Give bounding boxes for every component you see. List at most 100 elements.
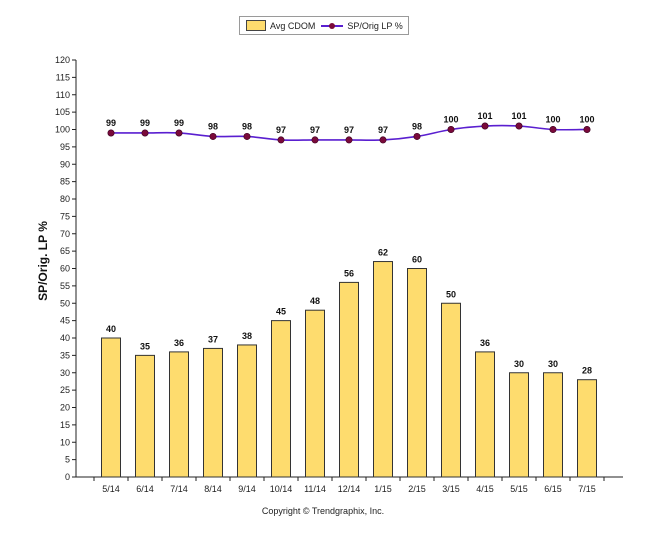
y-tick-label: 70	[60, 229, 70, 239]
legend-bar-swatch	[246, 20, 266, 31]
y-tick-label: 0	[65, 472, 70, 482]
line-data-label: 98	[208, 121, 218, 131]
x-tick-label: 5/14	[102, 484, 120, 494]
y-tick-label: 55	[60, 281, 70, 291]
line-point	[175, 129, 183, 137]
bar	[135, 354, 155, 478]
line-data-label: 97	[310, 125, 320, 135]
x-tick-label: 6/14	[136, 484, 154, 494]
x-tick-label: 6/15	[544, 484, 562, 494]
bar-data-label: 60	[412, 255, 422, 265]
x-tick-label: 3/15	[442, 484, 460, 494]
bar	[339, 281, 359, 478]
bar-data-label: 36	[480, 338, 490, 348]
y-tick-label: 10	[60, 437, 70, 447]
line-point	[345, 136, 353, 144]
line-point	[413, 132, 421, 140]
line-point	[549, 126, 557, 134]
bar	[203, 347, 223, 478]
line-data-label: 97	[378, 125, 388, 135]
line-data-label: 97	[276, 125, 286, 135]
line-point	[515, 122, 523, 130]
bar-data-label: 28	[582, 366, 592, 376]
y-tick-label: 30	[60, 368, 70, 378]
line-point	[277, 136, 285, 144]
bar-data-label: 45	[276, 307, 286, 317]
y-tick-label: 40	[60, 333, 70, 343]
bar	[237, 344, 257, 478]
line-point	[447, 126, 455, 134]
x-tick-label: 4/15	[476, 484, 494, 494]
y-axis-label: SP/Orig. LP %	[36, 221, 50, 301]
y-tick-label: 85	[60, 177, 70, 187]
y-tick-label: 120	[55, 55, 70, 65]
bar-data-label: 38	[242, 331, 252, 341]
bar-data-label: 50	[446, 289, 456, 299]
y-tick-label: 15	[60, 420, 70, 430]
line-data-label: 101	[477, 111, 492, 121]
bar-data-label: 35	[140, 341, 150, 351]
bar	[305, 309, 325, 478]
line-data-label: 99	[140, 118, 150, 128]
bar	[373, 261, 393, 478]
bar	[577, 379, 597, 478]
legend-line-label: SP/Orig LP %	[347, 20, 403, 31]
y-tick-label: 60	[60, 264, 70, 274]
y-tick-label: 80	[60, 194, 70, 204]
legend-item-line: SP/Orig LP %	[321, 20, 403, 31]
line-data-label: 98	[412, 121, 422, 131]
bar-data-label: 30	[514, 359, 524, 369]
line-point	[107, 129, 115, 137]
bar-data-label: 62	[378, 248, 388, 258]
y-tick-label: 75	[60, 211, 70, 221]
y-tick-label: 90	[60, 159, 70, 169]
x-tick-label: 8/14	[204, 484, 222, 494]
bar-data-label: 36	[174, 338, 184, 348]
legend-line-swatch	[321, 21, 344, 30]
x-tick-label: 2/15	[408, 484, 426, 494]
y-tick-label: 95	[60, 142, 70, 152]
bar	[271, 320, 291, 478]
y-tick-label: 115	[56, 72, 70, 82]
y-tick-label: 25	[60, 385, 70, 395]
line-point	[141, 129, 149, 137]
bar-data-label: 48	[310, 296, 320, 306]
bar-data-label: 30	[548, 359, 558, 369]
line-point	[481, 122, 489, 130]
line-data-label: 97	[344, 125, 354, 135]
x-tick-label: 10/14	[270, 484, 293, 494]
bar	[509, 372, 529, 478]
line-data-label: 100	[443, 115, 458, 125]
line-point	[583, 126, 591, 134]
y-tick-label: 35	[60, 350, 70, 360]
bar	[407, 268, 427, 478]
y-tick-label: 110	[56, 90, 70, 100]
y-tick-label: 45	[60, 316, 70, 326]
y-tick-label: 20	[60, 403, 70, 413]
x-tick-label: 7/15	[578, 484, 596, 494]
bar	[475, 351, 495, 478]
x-tick-label: 1/15	[374, 484, 392, 494]
legend: Avg CDOM SP/Orig LP %	[239, 16, 409, 35]
bar	[101, 337, 121, 478]
x-tick-label: 5/15	[510, 484, 528, 494]
y-tick-label: 65	[60, 246, 70, 256]
x-tick-label: 9/14	[238, 484, 256, 494]
line-data-label: 98	[242, 121, 252, 131]
copyright-text: Copyright © Trendgraphix, Inc.	[261, 506, 385, 516]
x-tick-label: 12/14	[338, 484, 361, 494]
y-tick-label: 50	[60, 298, 70, 308]
y-tick-label: 5	[65, 455, 70, 465]
line-data-label: 99	[174, 118, 184, 128]
line-data-label: 99	[106, 118, 116, 128]
bar	[543, 372, 563, 478]
bar-data-label: 37	[208, 334, 218, 344]
bar-data-label: 40	[106, 324, 116, 334]
bar-data-label: 56	[344, 268, 354, 278]
line-point	[379, 136, 387, 144]
line-point	[311, 136, 319, 144]
line-point	[209, 132, 217, 140]
line-data-label: 101	[511, 111, 526, 121]
line-point	[243, 132, 251, 140]
